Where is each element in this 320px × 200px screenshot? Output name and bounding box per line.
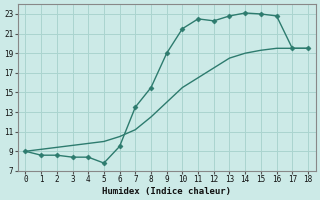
X-axis label: Humidex (Indice chaleur): Humidex (Indice chaleur) bbox=[102, 187, 231, 196]
